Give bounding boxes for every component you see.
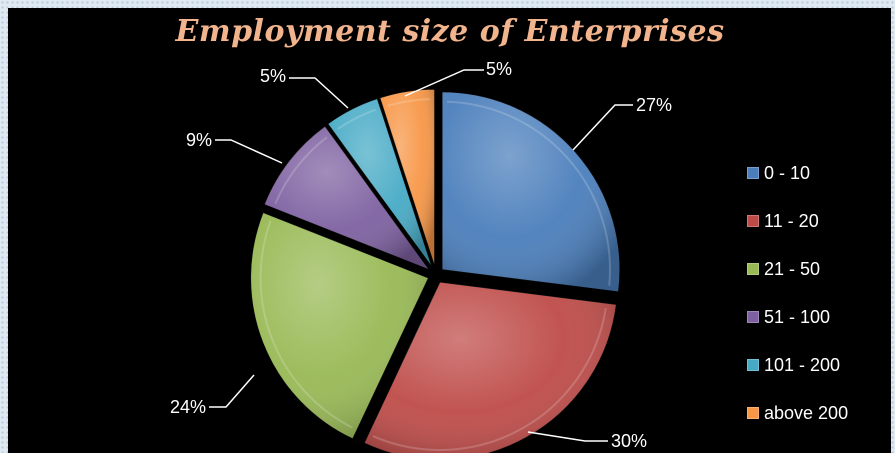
pie-slice-bevel-21-50 [259, 220, 353, 429]
legend-swatch-5 [747, 407, 759, 419]
leader-line-101-200 [289, 77, 349, 109]
legend-item-51-100: 51 - 100 [747, 306, 830, 328]
pie-slice-shine-21-50 [250, 212, 429, 440]
legend-label-21-50: 21 - 50 [764, 258, 821, 279]
pie-slice-bevel-51-100 [274, 136, 328, 204]
pie-slice-bevel-101-200 [337, 108, 377, 130]
pie-slice-shine-11-20 [364, 282, 617, 453]
legend-item-21-50: 21 - 50 [747, 258, 820, 280]
data-label-21-50: 24% [170, 397, 206, 417]
data-label-11-20: 30% [611, 431, 647, 451]
legend-item-11-20: 11 - 20 [747, 210, 819, 232]
legend-label-51-100: 51 - 100 [764, 306, 831, 327]
leader-line-11-20 [527, 431, 608, 442]
pie-slice-shine-51-100 [264, 126, 430, 271]
leader-line-21-50 [209, 374, 255, 408]
pie-slice-shine-above-200 [379, 89, 435, 268]
legend-label-0-10: 0 - 10 [764, 162, 811, 183]
legend-swatch-0 [747, 167, 759, 179]
pie-slice-shine-101-200 [327, 98, 433, 268]
chart-title: Employment size of Enterprises [175, 14, 725, 49]
legend-swatch-3 [747, 311, 759, 323]
pie-slice-bevel-0-10 [447, 100, 611, 286]
data-label-above-200: 5% [486, 59, 512, 79]
data-label-51-100: 9% [186, 130, 212, 150]
leader-line-51-100 [215, 139, 283, 164]
data-label-101-200: 5% [260, 66, 286, 86]
legend-swatch-4 [747, 359, 759, 371]
pie-slice-bevel-above-200 [387, 98, 430, 107]
legend-swatch-1 [747, 215, 759, 227]
legend-label-101-200: 101 - 200 [764, 354, 841, 375]
legend-label-above-200: above 200 [764, 402, 849, 423]
pie-slice-shine-0-10 [442, 91, 621, 293]
leader-line-0-10 [572, 104, 633, 151]
leader-line-above-200 [404, 69, 484, 97]
legend-swatch-2 [747, 263, 759, 275]
data-label-0-10: 27% [636, 95, 672, 115]
legend-label-11-20: 11 - 20 [764, 210, 819, 231]
legend-item-101-200: 101 - 200 [747, 354, 840, 376]
pie-slice-bevel-11-20 [372, 307, 607, 451]
legend-item-above-200: above 200 [747, 402, 848, 424]
legend-item-0-10: 0 - 10 [747, 162, 810, 184]
